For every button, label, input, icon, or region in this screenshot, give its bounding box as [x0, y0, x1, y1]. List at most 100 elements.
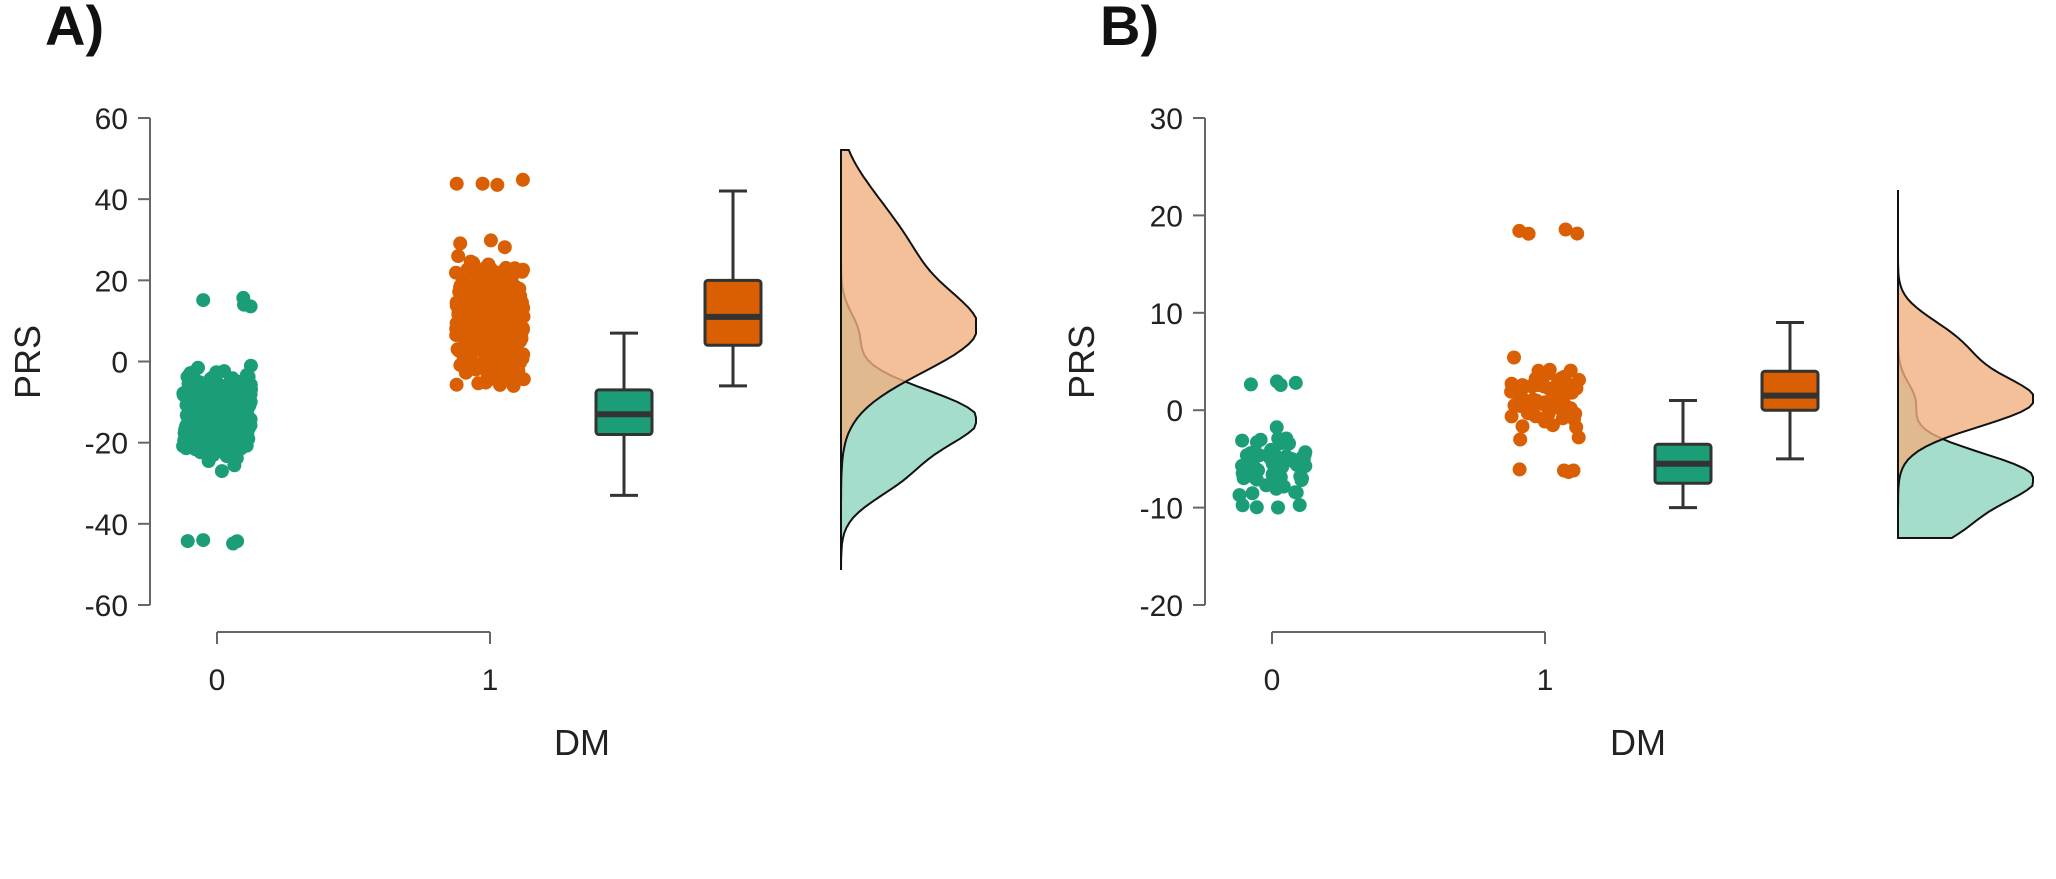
- point-group-1: [460, 360, 475, 375]
- point-group-0: [203, 402, 218, 416]
- y-tick-label: -20: [1140, 590, 1183, 623]
- point-group-0: [1293, 469, 1308, 484]
- y-tick-label: -40: [85, 509, 128, 542]
- y-tick-label: -60: [85, 590, 128, 623]
- panel-a-y-axis: 60 40 20 0 -20 -40 -60: [85, 103, 151, 623]
- point-group-1: [453, 236, 468, 251]
- point-group-0: [180, 534, 195, 549]
- point-group-1: [1568, 406, 1583, 421]
- point-group-0: [217, 364, 232, 379]
- y-tick-label: 20: [95, 265, 128, 298]
- point-group-0: [1289, 485, 1304, 500]
- point-group-0: [179, 441, 194, 456]
- point-group-1: [494, 265, 509, 279]
- panel-a-boxes: [594, 189, 763, 497]
- point-group-1: [1541, 366, 1556, 381]
- point-group-1: [1507, 398, 1522, 413]
- density-group-1: [1897, 190, 2034, 538]
- point-group-1: [1541, 407, 1556, 421]
- point-group-0: [201, 446, 216, 461]
- point-group-1: [1515, 378, 1530, 393]
- point-group-1: [505, 357, 519, 372]
- point-group-0: [202, 388, 217, 403]
- point-group-1: [1526, 392, 1541, 407]
- point-group-0: [1251, 463, 1265, 478]
- point-group-1: [500, 339, 515, 353]
- point-group-0: [219, 398, 234, 413]
- point-group-0: [1282, 436, 1296, 451]
- y-tick-label: 60: [95, 103, 128, 136]
- y-tick-label: 40: [95, 184, 128, 217]
- point-group-1: [467, 322, 482, 337]
- point-group-0: [182, 414, 197, 429]
- point-group-0: [176, 387, 191, 402]
- point-group-1: [470, 342, 485, 356]
- point-group-1: [455, 317, 470, 332]
- point-group-0: [226, 424, 240, 439]
- point-group-0: [243, 299, 258, 314]
- point-group-0: [1287, 454, 1302, 469]
- point-group-0: [1265, 456, 1280, 471]
- point-group-1: [484, 327, 499, 342]
- panel-b-x-title: DM: [1610, 722, 1666, 763]
- point-group-1: [501, 304, 515, 319]
- boxplot-group-1: [1760, 321, 1820, 461]
- point-group-1: [1553, 398, 1567, 413]
- panel-a-y-title: PRS: [7, 325, 48, 399]
- point-group-0: [207, 435, 222, 450]
- point-group-0: [1269, 420, 1284, 435]
- point-group-0: [1239, 448, 1254, 463]
- boxplot-group-0: [1653, 398, 1713, 510]
- x-tick-label: 0: [209, 664, 226, 697]
- point-group-0: [243, 358, 258, 373]
- point-group-0: [1292, 498, 1307, 513]
- point-group-0: [243, 381, 258, 396]
- point-group-0: [228, 407, 243, 422]
- point-group-1: [458, 285, 473, 299]
- y-tick-label: 0: [111, 347, 128, 380]
- y-tick-label: -10: [1140, 493, 1183, 526]
- point-group-0: [1271, 500, 1285, 515]
- point-group-1: [483, 233, 498, 248]
- point-group-1: [451, 249, 466, 264]
- point-group-1: [515, 172, 530, 187]
- point-group-0: [193, 428, 208, 443]
- point-group-1: [1569, 420, 1584, 435]
- y-tick-label: -20: [85, 428, 128, 461]
- point-group-1: [1504, 409, 1519, 424]
- point-group-0: [240, 424, 255, 439]
- panel-a-densities: [840, 149, 977, 571]
- point-group-1: [455, 304, 469, 319]
- point-group-1: [516, 372, 531, 387]
- point-group-0: [1245, 486, 1260, 501]
- point-group-0: [1235, 433, 1250, 448]
- point-group-0: [1271, 431, 1286, 446]
- point-group-1: [504, 288, 519, 302]
- point-group-0: [214, 464, 229, 479]
- point-group-1: [459, 338, 474, 353]
- point-group-0: [226, 536, 241, 551]
- density-group-1: [840, 149, 977, 570]
- point-group-1: [449, 377, 464, 392]
- panel-b-boxes: [1653, 321, 1820, 510]
- point-group-0: [242, 398, 257, 413]
- panel-b-points: [1232, 222, 1586, 515]
- point-group-0: [1249, 500, 1264, 515]
- point-group-1: [1563, 363, 1578, 378]
- point-group-1: [494, 287, 509, 301]
- point-group-1: [1558, 222, 1573, 237]
- point-group-0: [1232, 488, 1247, 503]
- boxplot-group-0: [594, 331, 654, 497]
- x-tick-label: 1: [1537, 664, 1554, 697]
- point-group-0: [1249, 435, 1264, 450]
- point-group-1: [1521, 226, 1536, 241]
- point-group-1: [1572, 373, 1586, 387]
- point-group-0: [1269, 374, 1284, 389]
- point-group-1: [492, 367, 506, 382]
- point-group-1: [1515, 419, 1530, 434]
- point-group-0: [217, 380, 232, 395]
